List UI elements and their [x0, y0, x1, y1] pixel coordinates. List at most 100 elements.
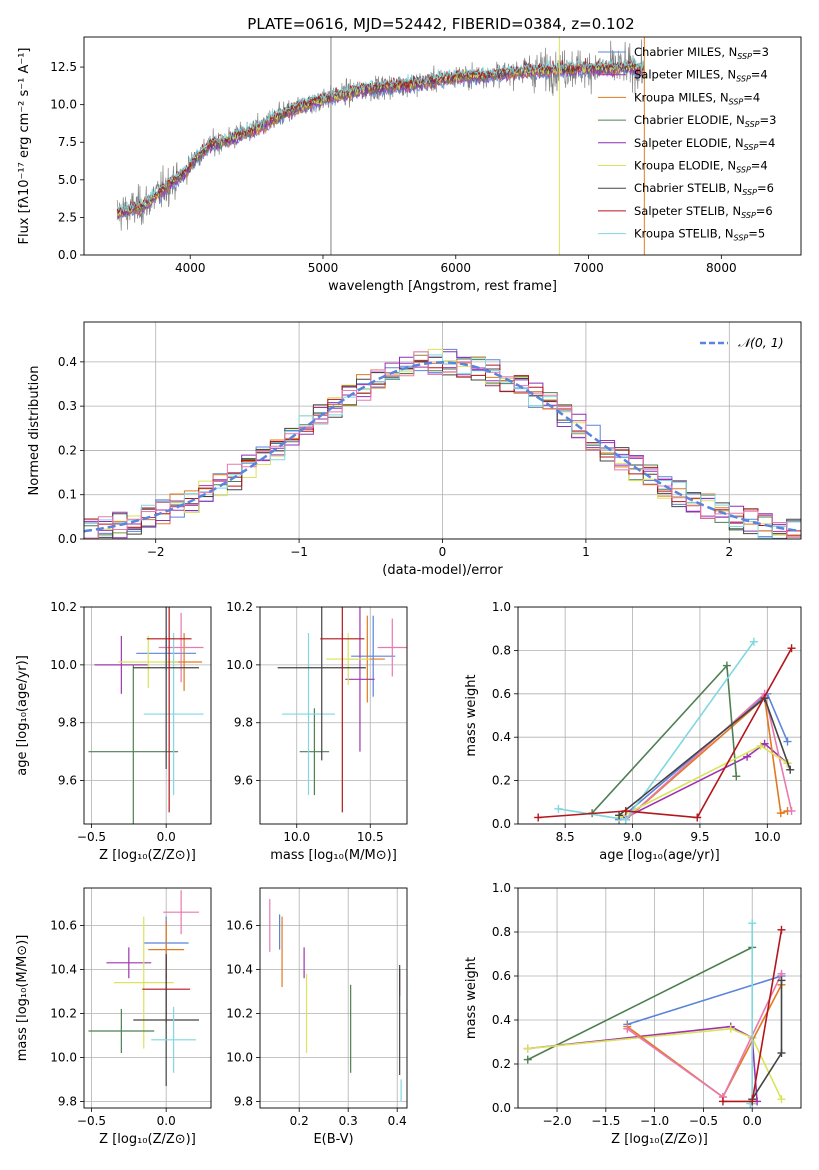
y-tick-label: 0.4 [492, 1013, 511, 1027]
legend-sub: SSP [734, 234, 749, 243]
histogram-pink [84, 351, 801, 539]
y-tick-label: 10.2 [50, 600, 77, 614]
x-tick-label: 7000 [573, 261, 604, 275]
x-axis-label: wavelength [Angstrom, rest frame] [328, 279, 557, 294]
y-tick-label: 1.0 [492, 881, 511, 895]
axes-frame [83, 606, 212, 825]
x-tick-label: 0.2 [290, 1114, 309, 1128]
y-tick-label: 0.3 [58, 399, 77, 413]
weight-line-kroupa-elodie [527, 1027, 783, 1100]
legend-suffix: =6 [757, 181, 774, 195]
x-axis-label: Z [log₁₀(Z/Z⊙)] [99, 1132, 196, 1147]
model-spectrum-kroupa-stelib [116, 57, 645, 212]
legend-sub: SSP [736, 166, 751, 175]
y-tick-label: 10.4 [50, 962, 77, 976]
panel-residuals: −2 −1 0 1 2 0.0 0.1 0.2 0.3 0.4 (data-model)/error… [27, 321, 802, 578]
y-tick-label: 0.8 [492, 925, 511, 939]
y-tick-label: 10.6 [226, 918, 253, 932]
y-tick-label: 10.0 [50, 658, 77, 672]
legend-entry: Kroupa STELIB, NSSP=5 [634, 227, 765, 243]
weight-line-salpeter-stelib [538, 647, 793, 819]
y-tick-label: 0.0 [58, 248, 77, 262]
x-axis-label: mass [log₁₀(M/M⊙)] [270, 848, 397, 863]
legend-text: Salpeter MILES, N [634, 68, 736, 82]
legend-entry: Salpeter MILES, NSSP=4 [634, 68, 768, 84]
plot-area-mass-vs-Z [84, 888, 211, 1108]
x-tick-label: 5000 [308, 261, 339, 275]
x-tick-label: −0.5 [77, 830, 106, 844]
weight-line-chabrier-elodie [527, 946, 753, 1061]
y-tick-label: 1.0 [492, 600, 511, 614]
panel-weight-vs-Z: −2.0 −1.5 −1.0 −0.5 0.0 0.0 0.2 0.4 0.6 0.8 1.0 Z [… [464, 881, 802, 1147]
x-axis-label: Z [log₁₀(Z/Z⊙)] [99, 848, 196, 863]
legend-text: Salpeter STELIB, N [634, 204, 741, 218]
x-axis-label: E(B-V) [313, 1132, 353, 1147]
axes-frame [83, 887, 212, 1109]
y-tick-label: 0.0 [492, 817, 511, 831]
legend-sub: SSP [741, 211, 756, 220]
y-tick-label: 10.6 [50, 918, 77, 932]
x-tick-label: 8000 [706, 261, 737, 275]
legend-text: Salpeter ELODIE, N [634, 136, 744, 150]
x-tick-label: 10.0 [754, 830, 781, 844]
x-tick-label: 0.3 [339, 1114, 358, 1128]
normal-curve [84, 361, 799, 533]
legend-text: Chabrier MILES, N [634, 45, 737, 59]
legend-suffix: =3 [752, 45, 769, 59]
x-tick-label: 0.4 [388, 1114, 407, 1128]
y-tick-label: 9.8 [58, 1094, 77, 1108]
y-tick-label: 10.0 [50, 1050, 77, 1064]
y-tick-label: 9.6 [58, 774, 77, 788]
plot-area-weight-vs-Z [518, 888, 801, 1108]
y-tick-label: 10.2 [226, 600, 253, 614]
x-axis-label: Z [log₁₀(Z/Z⊙)] [611, 1132, 708, 1147]
y-tick-label: 0.1 [58, 488, 77, 502]
y-tick-label: 0.0 [492, 1101, 511, 1115]
y-tick-label: 10.0 [226, 1050, 253, 1064]
plot-area-age-vs-Z [84, 607, 211, 824]
legend-sub: SSP [729, 97, 744, 106]
y-tick-label: 0.2 [492, 774, 511, 788]
panel-mass-vs-Z: −0.5 0.0 9.8 10.0 10.2 10.4 10.6 Z [log₁₀(Z/Z⊙)… [15, 887, 212, 1147]
legend-suffix: =4 [751, 68, 768, 82]
weight-line-chabrier-stelib [751, 980, 783, 1100]
axes-frame [259, 606, 408, 825]
axes-frame [517, 887, 802, 1109]
model-spectrum-kroupa-elodie [116, 60, 645, 218]
axes-frame [517, 606, 802, 825]
legend-suffix: =6 [756, 204, 773, 218]
x-tick-label: 1 [582, 545, 590, 559]
weight-line-chabrier-miles [627, 975, 782, 1026]
legend-sub: SSP [745, 120, 760, 129]
y-tick-label: 9.8 [234, 1094, 253, 1108]
y-tick-label: 10.2 [226, 1006, 253, 1020]
x-tick-label: −0.5 [77, 1114, 106, 1128]
y-tick-label: 0.6 [492, 687, 511, 701]
legend-suffix: =4 [758, 136, 775, 150]
model-spectrum-chabrier-elodie [116, 63, 645, 219]
legend-entry: 𝒩(0, 1) [738, 335, 784, 350]
x-axis-label: age [log₁₀(age/yr)] [599, 848, 720, 863]
axes-frame [83, 36, 802, 256]
legend-entry: Chabrier ELODIE, NSSP=3 [634, 113, 776, 129]
x-tick-label: 0.0 [157, 1114, 176, 1128]
y-tick-label: 10.0 [50, 98, 77, 112]
legend-sub: SSP [744, 143, 759, 152]
x-tick-label: −1 [290, 545, 308, 559]
legend-entry: Kroupa MILES, NSSP=4 [634, 90, 760, 106]
x-tick-label: 9.0 [623, 830, 642, 844]
plot-area-mass-vs-ebv [260, 888, 407, 1108]
legend-text: Kroupa STELIB, N [634, 227, 734, 241]
y-tick-label: 9.8 [234, 716, 253, 730]
plot-area-spectrum [116, 37, 646, 255]
weight-line-salpeter-miles [527, 1025, 758, 1102]
legend-entry: Kroupa ELODIE, NSSP=4 [634, 159, 768, 175]
y-tick-label: 0.2 [58, 443, 77, 457]
axes-frame [259, 887, 408, 1109]
y-axis-label: mass weight [464, 674, 479, 756]
y-tick-label: 9.6 [234, 774, 253, 788]
legend-text: Chabrier ELODIE, N [634, 113, 745, 127]
x-tick-label: 0.0 [743, 1114, 762, 1128]
legend-sub: SSP [736, 75, 751, 84]
